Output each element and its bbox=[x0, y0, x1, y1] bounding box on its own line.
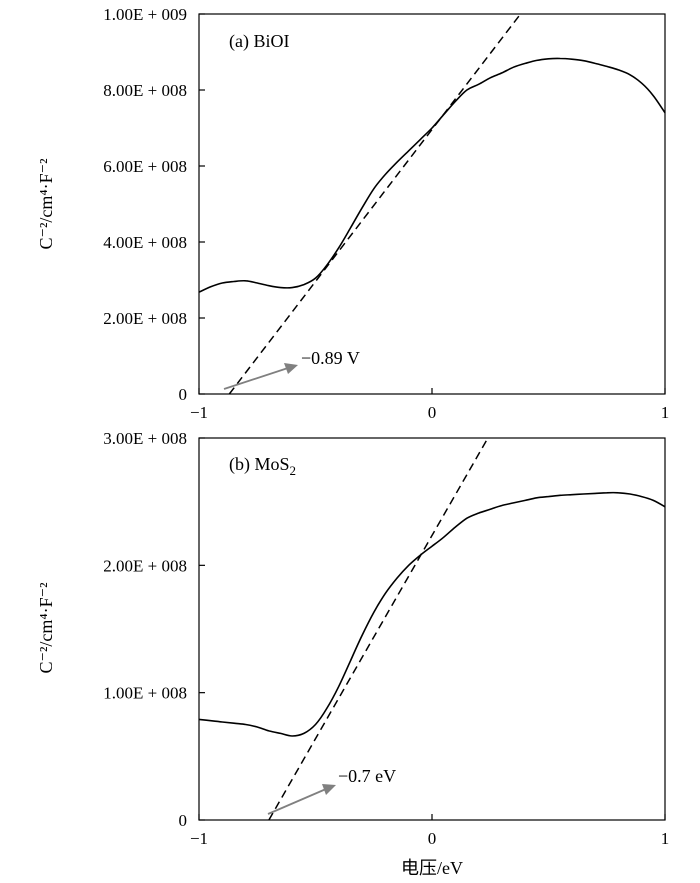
panel-b-ytick-label: 1.00E + 008 bbox=[103, 684, 187, 703]
panel-b-label-sub: 2 bbox=[290, 463, 297, 478]
panel-b-ytick-label: 2.00E + 008 bbox=[103, 556, 187, 575]
panel-b-fit-line bbox=[268, 437, 489, 821]
panel-a-fit-line bbox=[228, 13, 522, 395]
panel-a-ytick-label: 2.00E + 008 bbox=[103, 309, 187, 328]
panel-a-xtick-label: 0 bbox=[428, 403, 437, 422]
panel-a-xtick-label: −1 bbox=[190, 403, 208, 422]
panel-b-measured-curve bbox=[198, 491, 666, 737]
panel-a-fit-line-group bbox=[228, 13, 522, 395]
panel-a-annotation: −0.89 V bbox=[223, 348, 360, 390]
panel-b-label-main: (b) MoS bbox=[229, 454, 290, 475]
panel-b-arrow bbox=[267, 788, 327, 815]
panel-b-annotation: −0.7 eV bbox=[267, 766, 396, 815]
panel-b-xtick-label: 1 bbox=[661, 829, 670, 848]
panel-a-ytick-label: 8.00E + 008 bbox=[103, 81, 187, 100]
panel-a-arrowhead bbox=[284, 363, 298, 374]
panel-b-xtick-label: −1 bbox=[190, 829, 208, 848]
panel-a-plot-frame bbox=[198, 13, 666, 395]
panel-b-label: (b) MoS2 bbox=[229, 454, 296, 478]
panel-a-arrow bbox=[223, 367, 289, 390]
panel-a-xtick-label: 1 bbox=[661, 403, 670, 422]
panel-b-xtick-label: 0 bbox=[428, 829, 437, 848]
x-axis-label: 电压/eV bbox=[401, 858, 463, 878]
panel-a-ylabel: C⁻²/cm⁴·F⁻² bbox=[36, 158, 56, 249]
panel-a-ytick-label: 1.00E + 009 bbox=[103, 5, 187, 24]
panel-a-ytick-label: 4.00E + 008 bbox=[103, 233, 187, 252]
panel-b-plot-frame bbox=[198, 437, 666, 821]
panel-a-label: (a) BiOI bbox=[229, 31, 289, 52]
panel-b-ylabel: C⁻²/cm⁴·F⁻² bbox=[36, 582, 56, 673]
panel-b-ytick-label: 3.00E + 008 bbox=[103, 429, 187, 448]
panel-a-measured-curve bbox=[198, 57, 666, 293]
panel-a-intercept-label: −0.89 V bbox=[301, 348, 360, 368]
panel-a-curve-group bbox=[198, 57, 666, 293]
panel-b-arrowhead bbox=[322, 784, 336, 795]
panel-a-ytick-label: 0 bbox=[179, 385, 188, 404]
panel-a-ytick-label: 6.00E + 008 bbox=[103, 157, 187, 176]
panel-b-intercept-label: −0.7 eV bbox=[338, 766, 396, 786]
panel-b-ytick-label: 0 bbox=[179, 811, 188, 830]
panel-b-curve-group bbox=[198, 491, 666, 737]
panel-b-fit-line-group bbox=[268, 437, 489, 821]
